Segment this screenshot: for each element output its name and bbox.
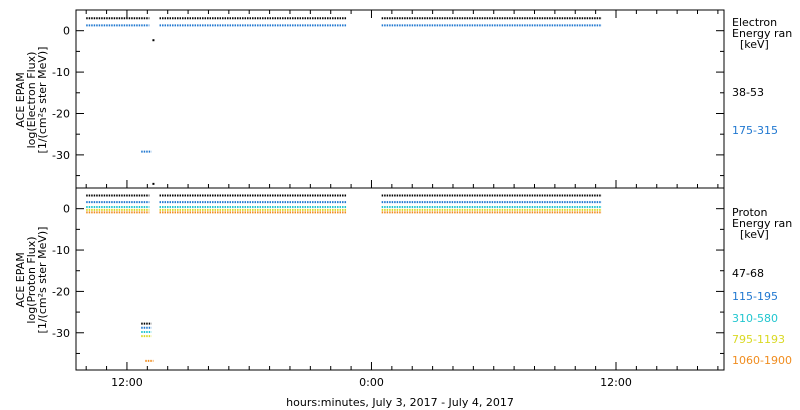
- y-tick-label: -10: [52, 244, 70, 257]
- legend-title-line: Energy ran: [732, 217, 792, 230]
- y-tick-label: -30: [52, 149, 70, 162]
- y-axis-label-line: ACE EPAM: [14, 72, 27, 127]
- legend-entry: 795-1193: [732, 333, 785, 346]
- legend-entry: 115-195: [732, 290, 778, 303]
- legend-entry: 175-315: [732, 124, 778, 137]
- legend-title-line: [keV]: [740, 228, 769, 241]
- y-tick-label: 0: [63, 203, 70, 216]
- y-tick-label: -20: [52, 107, 70, 120]
- y-tick-label: 0: [63, 25, 70, 38]
- legend-title-line: Electron: [732, 16, 777, 29]
- legend-title-line: [keV]: [740, 38, 769, 51]
- y-axis-label: ACE EPAMlog(Proton Flux)[1/(cm²s ster Me…: [14, 227, 49, 334]
- x-axis-label: hours:minutes, July 3, 2017 - July 4, 20…: [286, 396, 514, 409]
- data-outlier: [152, 39, 155, 42]
- plot-frame: [75, 9, 725, 189]
- legend-title-line: Proton: [732, 206, 767, 219]
- y-axis-label-line: ACE EPAM: [14, 252, 27, 307]
- legend-title: Proton Energy ran [keV]: [732, 206, 792, 241]
- y-axis-label-line: log(Electron Flux): [25, 52, 38, 149]
- y-axis-label-line: [1/(cm²s ster MeV)]: [36, 47, 49, 154]
- legend-entry: 47-68: [732, 267, 764, 280]
- legend-entry: 38-53: [732, 86, 764, 99]
- y-axis-label: ACE EPAMlog(Electron Flux)[1/(cm²s ster …: [14, 47, 49, 154]
- y-axis-label-line: log(Proton Flux): [25, 236, 38, 323]
- x-tick-label: 12:00: [600, 376, 632, 389]
- x-tick-label: 0:00: [359, 376, 384, 389]
- legend-entry: 1060-1900: [732, 354, 792, 367]
- data-outlier: [152, 182, 155, 185]
- legend-entry: 310-580: [732, 312, 778, 325]
- x-axis: 12:00 0:00 12:00: [85, 10, 719, 389]
- legend-title-line: Energy ran: [732, 27, 792, 40]
- x-tick-label: 12:00: [111, 376, 143, 389]
- y-tick-label: -20: [52, 285, 70, 298]
- plot-frame: [75, 187, 725, 371]
- y-axis-label-line: [1/(cm²s ster MeV)]: [36, 227, 49, 334]
- legend-title: Electron Energy ran [keV]: [732, 16, 792, 51]
- y-tick-label: -30: [52, 327, 70, 340]
- y-tick-label: -10: [52, 66, 70, 79]
